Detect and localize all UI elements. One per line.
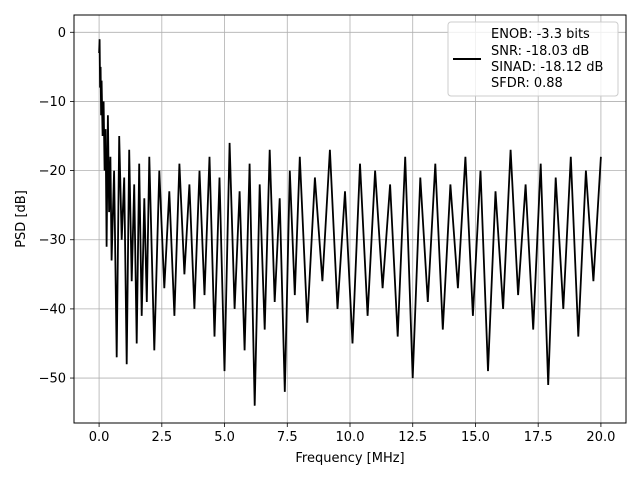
x-tick-label: 2.5 bbox=[151, 430, 172, 445]
legend-entry-sinad: SINAD: -18.12 dB bbox=[491, 60, 603, 75]
legend-box bbox=[447, 21, 619, 97]
x-tick-label: 10.0 bbox=[336, 430, 365, 445]
y-tick-label: −40 bbox=[39, 302, 66, 317]
legend-entry-snr: SNR: -18.03 dB bbox=[491, 44, 589, 59]
legend-entry-sfdr: SFDR: 0.88 bbox=[491, 76, 563, 91]
y-tick-label: −10 bbox=[39, 95, 66, 110]
x-axis: 0.0 2.5 5.0 7.5 10.0 12.5 15.0 17.5 20.0 bbox=[89, 423, 615, 445]
legend-entry-enob: ENOB: -3.3 bits bbox=[491, 27, 590, 42]
x-tick-label: 0.0 bbox=[89, 430, 110, 445]
x-tick-label: 15.0 bbox=[461, 430, 490, 445]
x-tick-label: 17.5 bbox=[524, 430, 553, 445]
x-tick-label: 7.5 bbox=[277, 430, 298, 445]
x-axis-label: Frequency [MHz] bbox=[295, 451, 404, 466]
y-tick-label: 0 bbox=[58, 26, 66, 41]
y-axis: 0 −10 −20 −30 −40 −50 bbox=[39, 26, 74, 387]
series-layer bbox=[98, 39, 602, 406]
y-tick-label: −50 bbox=[39, 372, 66, 387]
x-tick-label: 12.5 bbox=[398, 430, 427, 445]
legend: ENOB: -3.3 bits SNR: -18.03 dB SINAD: -1… bbox=[447, 21, 619, 97]
y-tick-label: −20 bbox=[39, 164, 66, 179]
psd-series-line bbox=[98, 39, 602, 406]
y-tick-label: −30 bbox=[39, 233, 66, 248]
y-axis-label: PSD [dB] bbox=[14, 190, 29, 248]
x-tick-label: 20.0 bbox=[586, 430, 615, 445]
x-tick-label: 5.0 bbox=[214, 430, 235, 445]
